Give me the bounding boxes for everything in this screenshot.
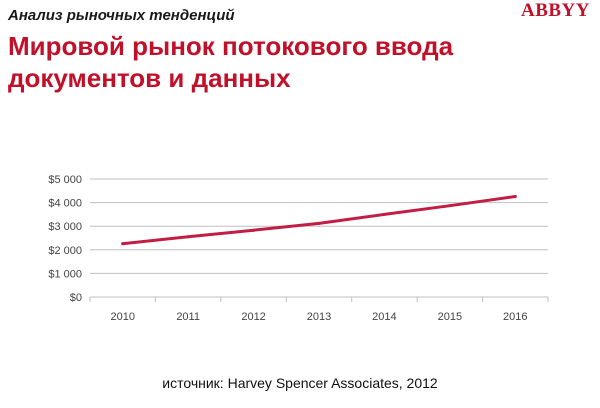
brand-logo: ABBYY	[520, 0, 590, 21]
section-kicker: Анализ рыночных тенденций	[8, 7, 235, 24]
y-tick-label: $2 000	[48, 245, 82, 257]
data-point	[121, 242, 125, 246]
x-tick-label: 2012	[241, 311, 265, 323]
y-tick-label: $4 000	[48, 198, 82, 210]
y-tick-label: $3 000	[48, 221, 82, 233]
data-point	[186, 235, 190, 239]
x-tick-label: 2011	[176, 311, 200, 323]
data-point	[513, 194, 517, 198]
x-tick-label: 2013	[307, 311, 331, 323]
y-tick-label: $0	[70, 292, 82, 304]
data-point	[252, 228, 256, 232]
x-tick-label: 2010	[110, 311, 134, 323]
y-tick-label: $5 000	[48, 174, 82, 186]
x-tick-label: 2014	[372, 311, 396, 323]
data-point	[448, 204, 452, 208]
data-point	[382, 212, 386, 216]
series-line	[121, 195, 517, 246]
slide-title: Мировой рынок потокового ввода документо…	[8, 31, 454, 93]
source-note: источник: Harvey Spencer Associates, 201…	[162, 375, 438, 391]
y-tick-label: $1 000	[48, 268, 82, 280]
x-tick-label: 2015	[438, 311, 462, 323]
data-point	[317, 221, 321, 225]
x-tick-label: 2016	[503, 311, 527, 323]
